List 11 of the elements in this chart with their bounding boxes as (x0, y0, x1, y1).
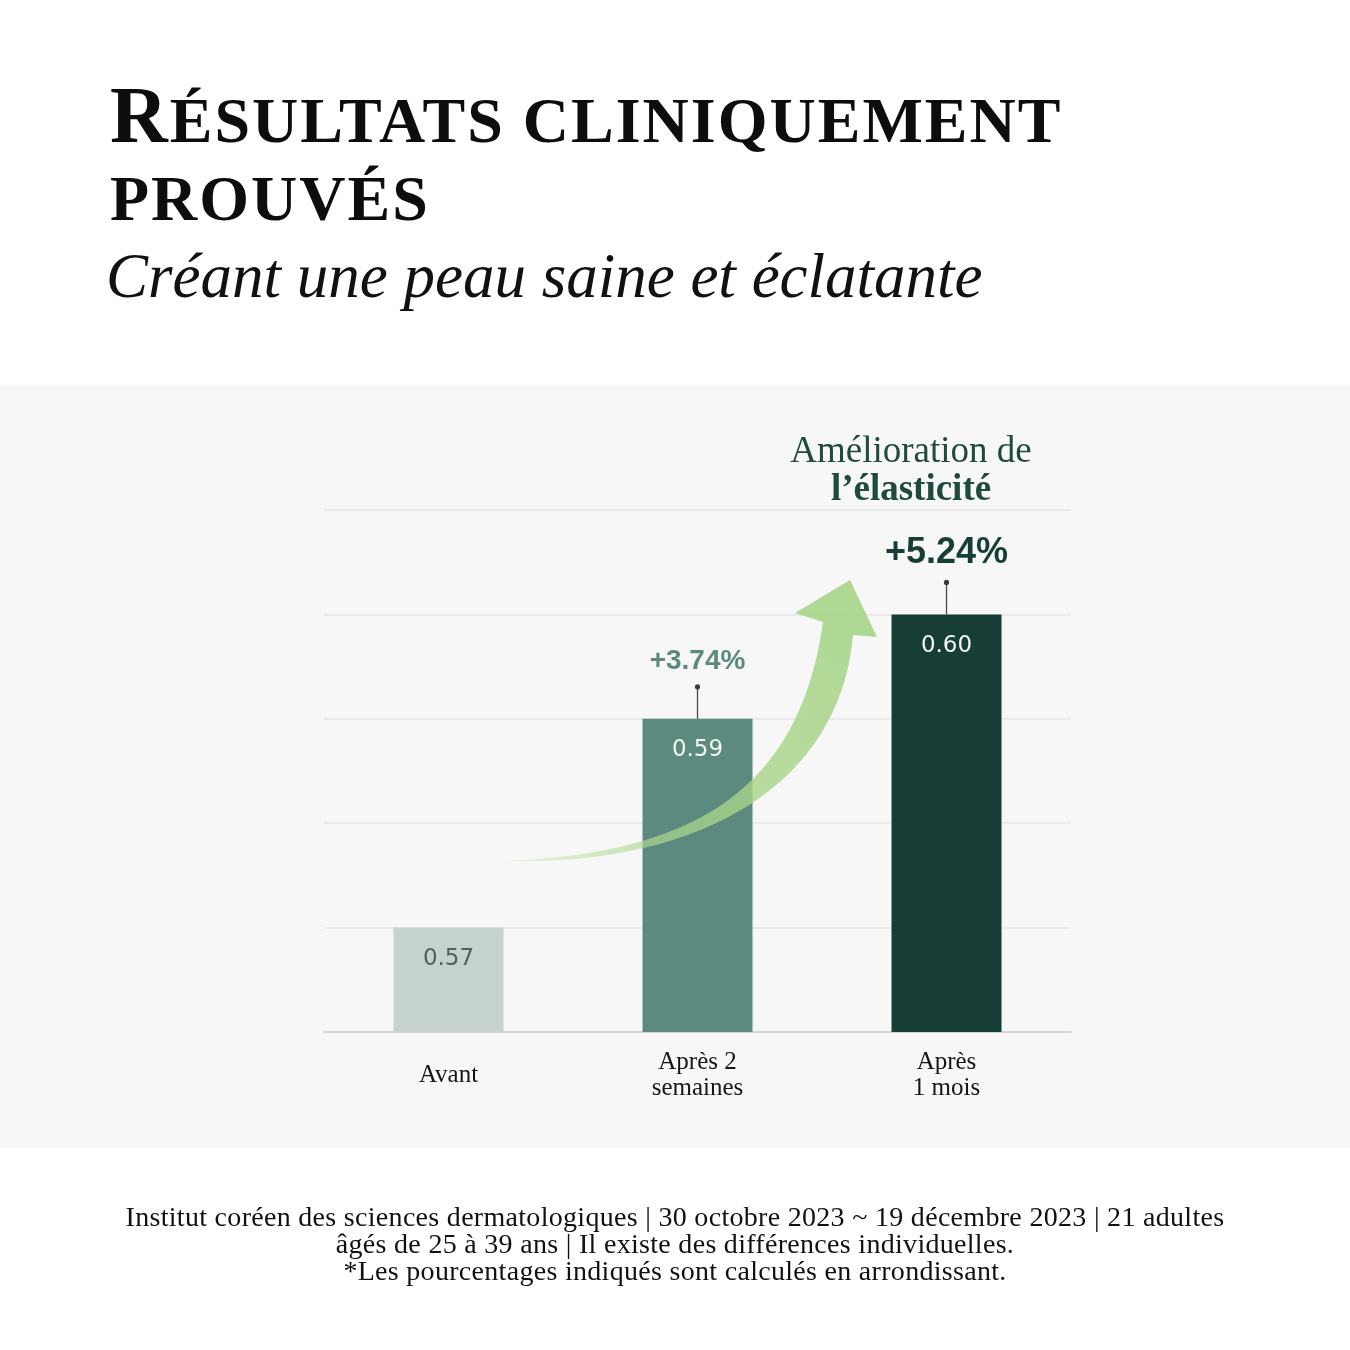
x-tick-label: Après 1 mois (912, 1046, 981, 1100)
chart-subtitle: Créant une peau saine et éclatante (106, 240, 983, 313)
chart-title: RÉSULTATS CLINIQUEMENT PROUVÉS (110, 71, 1063, 236)
data-label: 0.60 (920, 630, 973, 657)
annotation: +5.24% (884, 530, 1009, 572)
annotation: +3.74% (649, 644, 746, 676)
data-label: 0.57 (422, 944, 475, 971)
text: Amélioration de l’élasticité (790, 429, 1032, 508)
x-tick-label: Avant (418, 1059, 479, 1087)
data-label: 0.59 (671, 735, 724, 762)
x-tick-label: Après 2 semaines (651, 1046, 744, 1100)
